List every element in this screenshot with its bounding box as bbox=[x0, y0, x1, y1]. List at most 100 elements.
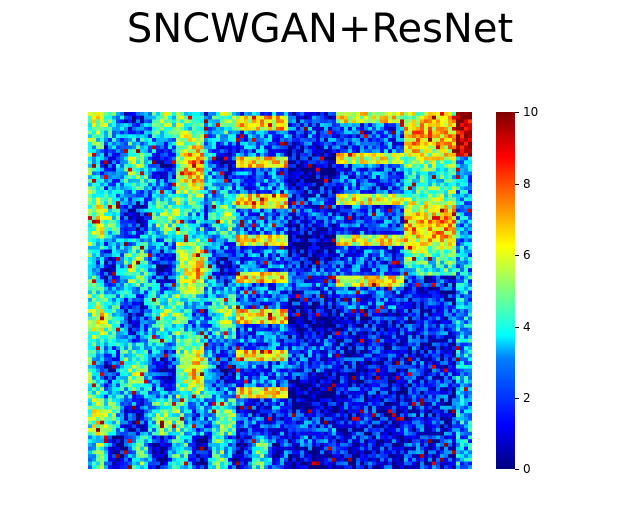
heatmap-cell bbox=[244, 178, 249, 183]
heatmap-cell bbox=[280, 175, 285, 180]
heatmap-cell bbox=[104, 201, 109, 206]
heatmap-cell bbox=[96, 152, 101, 157]
heatmap-cell bbox=[132, 201, 137, 206]
heatmap-cell bbox=[144, 134, 149, 139]
heatmap-cell bbox=[392, 212, 397, 217]
heatmap-cell bbox=[208, 227, 213, 232]
heatmap-cell bbox=[456, 193, 461, 198]
heatmap-cell bbox=[164, 201, 169, 206]
heatmap-cell bbox=[192, 216, 197, 221]
heatmap-cell bbox=[228, 190, 233, 195]
heatmap-cell bbox=[204, 286, 209, 291]
heatmap-cell bbox=[228, 260, 233, 265]
heatmap-cell bbox=[420, 283, 425, 288]
heatmap-cell bbox=[176, 231, 181, 236]
heatmap-cell bbox=[288, 160, 293, 165]
heatmap-cell bbox=[172, 182, 177, 187]
heatmap-cell bbox=[332, 186, 337, 191]
heatmap-cell bbox=[124, 156, 129, 161]
heatmap-cell bbox=[420, 160, 425, 165]
heatmap-cell bbox=[412, 160, 417, 165]
heatmap-cell bbox=[216, 119, 221, 124]
heatmap-cell bbox=[272, 260, 277, 265]
heatmap-cell bbox=[108, 152, 113, 157]
heatmap-cell bbox=[92, 268, 97, 273]
heatmap-cell bbox=[104, 160, 109, 165]
heatmap-cell bbox=[364, 130, 369, 135]
heatmap-cell bbox=[428, 249, 433, 254]
heatmap-cell bbox=[360, 212, 365, 217]
heatmap-cell bbox=[368, 208, 373, 213]
heatmap-cell bbox=[292, 249, 297, 254]
heatmap-cell bbox=[108, 186, 113, 191]
heatmap-cell bbox=[228, 242, 233, 247]
heatmap-cell bbox=[368, 234, 373, 239]
heatmap-cell bbox=[204, 223, 209, 228]
heatmap-cell bbox=[172, 164, 177, 169]
heatmap-cell bbox=[124, 294, 129, 299]
heatmap-cell bbox=[272, 253, 277, 258]
heatmap-cell bbox=[204, 190, 209, 195]
heatmap-cell bbox=[328, 190, 333, 195]
heatmap-cell bbox=[432, 152, 437, 157]
heatmap-cell bbox=[272, 216, 277, 221]
heatmap-cell bbox=[212, 126, 217, 131]
heatmap-cell bbox=[408, 149, 413, 154]
heatmap-cell bbox=[228, 175, 233, 180]
heatmap-cell bbox=[136, 167, 141, 172]
heatmap-cell bbox=[124, 275, 129, 280]
heatmap-cell bbox=[148, 167, 153, 172]
heatmap-cell bbox=[268, 290, 273, 295]
heatmap-cell bbox=[412, 149, 417, 154]
heatmap-cell bbox=[396, 290, 401, 295]
heatmap-cell bbox=[308, 201, 313, 206]
heatmap-cell bbox=[400, 138, 405, 143]
heatmap-cell bbox=[384, 294, 389, 299]
heatmap-cell bbox=[200, 271, 205, 276]
heatmap-cell bbox=[252, 257, 257, 262]
heatmap-cell bbox=[372, 160, 377, 165]
heatmap-cell bbox=[304, 301, 309, 306]
heatmap-cell bbox=[388, 182, 393, 187]
heatmap-cell bbox=[160, 253, 165, 258]
heatmap-cell bbox=[332, 182, 337, 187]
heatmap-cell bbox=[216, 204, 221, 209]
heatmap-cell bbox=[452, 257, 457, 262]
heatmap-cell bbox=[396, 260, 401, 265]
heatmap-cell bbox=[344, 260, 349, 265]
heatmap-cell bbox=[436, 134, 441, 139]
heatmap-cell bbox=[176, 264, 181, 269]
heatmap-cell bbox=[444, 286, 449, 291]
heatmap-cell bbox=[284, 242, 289, 247]
heatmap-cell bbox=[132, 290, 137, 295]
heatmap-cell bbox=[204, 197, 209, 202]
heatmap-cell bbox=[180, 253, 185, 258]
heatmap-cell bbox=[260, 297, 265, 302]
heatmap-cell bbox=[324, 134, 329, 139]
heatmap-cell bbox=[200, 283, 205, 288]
heatmap-cell bbox=[380, 301, 385, 306]
heatmap-cell bbox=[212, 279, 217, 284]
heatmap-cell bbox=[340, 216, 345, 221]
heatmap-cell bbox=[112, 216, 117, 221]
heatmap-cell bbox=[244, 301, 249, 306]
heatmap-cell bbox=[224, 219, 229, 224]
heatmap-cell bbox=[228, 231, 233, 236]
heatmap-cell bbox=[168, 279, 173, 284]
heatmap-cell bbox=[248, 115, 253, 120]
heatmap-cell bbox=[400, 219, 405, 224]
heatmap-cell bbox=[148, 212, 153, 217]
heatmap-cell bbox=[220, 297, 225, 302]
heatmap-cell bbox=[184, 227, 189, 232]
heatmap-cell bbox=[456, 164, 461, 169]
heatmap-cell bbox=[248, 279, 253, 284]
heatmap-cell bbox=[248, 271, 253, 276]
heatmap-cell bbox=[296, 301, 301, 306]
heatmap-cell bbox=[276, 294, 281, 299]
heatmap-cell bbox=[392, 275, 397, 280]
heatmap-cell bbox=[448, 242, 453, 247]
heatmap-cell bbox=[96, 271, 101, 276]
heatmap-cell bbox=[140, 164, 145, 169]
heatmap-cell bbox=[88, 286, 93, 291]
heatmap-cell bbox=[108, 242, 113, 247]
